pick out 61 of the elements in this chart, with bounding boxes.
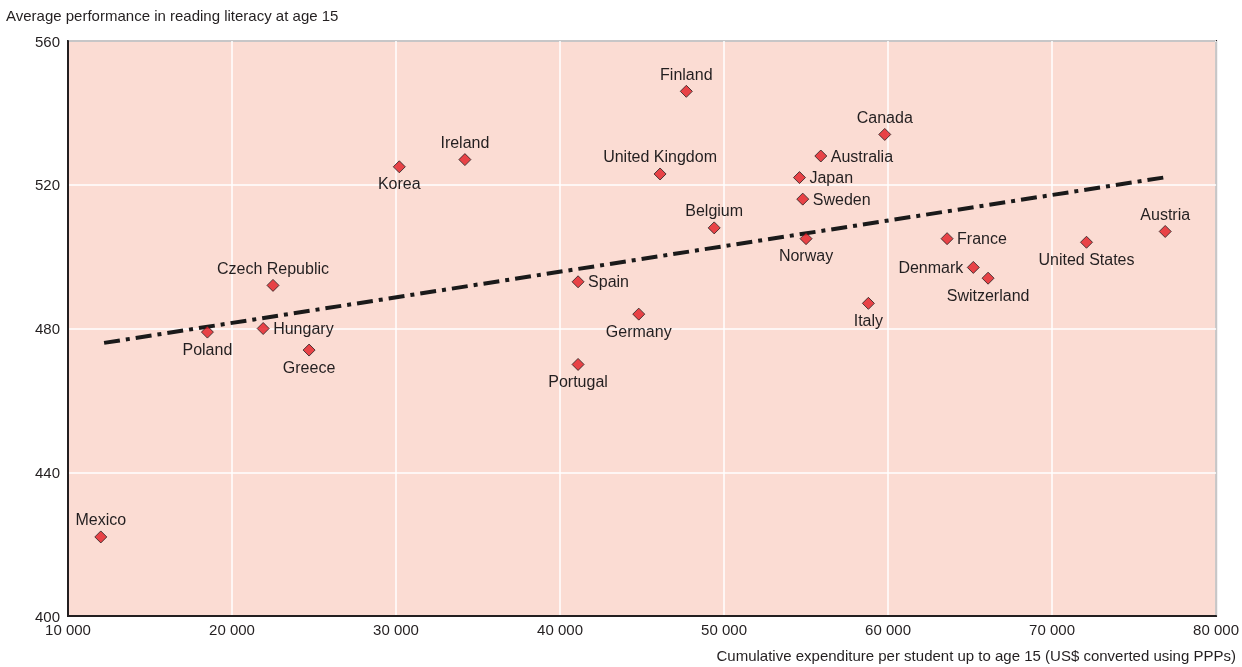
point: [940, 232, 954, 246]
annotation: Norway: [778, 247, 834, 265]
annotation: Germany: [605, 322, 672, 340]
point: [571, 275, 585, 289]
point: [392, 160, 406, 174]
point: [200, 325, 214, 339]
y-tick-label: 560: [34, 32, 60, 50]
point: [796, 192, 810, 206]
point: [861, 296, 875, 310]
y-tick-label: 520: [34, 176, 60, 194]
annotation: Japan: [809, 169, 854, 187]
x-tick-label: 80 000: [1193, 621, 1240, 638]
y-tick-label: 440: [34, 463, 60, 481]
x-tick-label: 70 000: [1029, 621, 1075, 638]
point: [94, 530, 108, 544]
point: [1158, 224, 1172, 238]
annotation: Poland: [182, 340, 233, 358]
annotation: Austria: [1140, 205, 1191, 223]
annotation: Switzerland: [946, 286, 1030, 304]
annotation: United Kingdom: [603, 148, 717, 166]
x-tick-label: 60 000: [865, 621, 911, 638]
x-tick-label: 20 000: [209, 621, 255, 638]
x-tick-label: 50 000: [701, 621, 747, 638]
point: [981, 271, 995, 285]
x-tick-label: 40 000: [537, 621, 583, 638]
point: [799, 232, 813, 246]
point: [878, 127, 892, 141]
point: [653, 167, 667, 181]
point: [814, 149, 828, 163]
point: [458, 153, 472, 167]
point: [266, 278, 280, 292]
annotation: Italy: [853, 311, 884, 329]
annotation: Sweden: [812, 190, 871, 208]
annotation: Portugal: [548, 372, 608, 390]
annotation: United States: [1038, 250, 1135, 268]
annotation: France: [957, 230, 1007, 248]
annotation: Finland: [660, 65, 713, 83]
point: [792, 171, 806, 185]
point: [707, 221, 721, 235]
point: [1079, 235, 1093, 249]
annotation: Canada: [856, 108, 913, 126]
point: [632, 307, 646, 321]
annotation: Czech Republic: [216, 259, 330, 277]
annotation: Hungary: [273, 320, 334, 337]
y-axis-title: Average performance in reading literacy at age 15: [6, 7, 339, 24]
point: [302, 343, 316, 357]
annotation: Denmark: [898, 258, 965, 276]
annotation: Mexico: [75, 511, 127, 529]
annotation: Spain: [588, 273, 629, 291]
annotation: Korea: [377, 175, 421, 193]
annotation: Ireland: [440, 134, 490, 152]
point: [679, 84, 693, 98]
y-tick-label: 480: [34, 320, 60, 337]
x-tick-label: 30 000: [373, 621, 419, 638]
point: [571, 357, 585, 371]
annotation: Greece: [282, 358, 336, 376]
x-axis-title: Cumulative expenditure per student up to age 15 (US$ converted using PPPs): [716, 647, 1236, 664]
point: [966, 260, 980, 274]
point: [256, 322, 270, 335]
annotation: Australia: [830, 147, 894, 165]
annotation: Belgium: [685, 202, 744, 220]
